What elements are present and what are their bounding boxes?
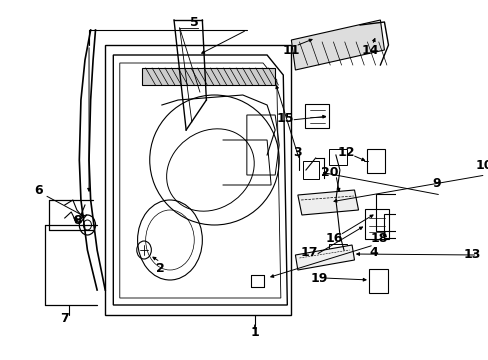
Text: 18: 18 bbox=[369, 231, 386, 244]
Text: 14: 14 bbox=[361, 44, 379, 57]
Text: 8: 8 bbox=[73, 213, 82, 226]
Polygon shape bbox=[142, 68, 275, 85]
Text: 15: 15 bbox=[276, 112, 294, 125]
Text: 20: 20 bbox=[321, 166, 338, 179]
Text: 19: 19 bbox=[310, 271, 328, 284]
Text: 5: 5 bbox=[189, 15, 198, 28]
Text: 11: 11 bbox=[282, 44, 300, 57]
Text: 7: 7 bbox=[60, 311, 69, 324]
Text: 13: 13 bbox=[462, 248, 480, 261]
Text: 3: 3 bbox=[293, 145, 302, 158]
Text: 1: 1 bbox=[250, 325, 259, 338]
Bar bbox=[105, 45, 291, 315]
Text: 10: 10 bbox=[474, 158, 488, 171]
Text: 2: 2 bbox=[156, 261, 164, 274]
Text: 16: 16 bbox=[325, 231, 342, 244]
Polygon shape bbox=[291, 20, 384, 70]
Polygon shape bbox=[295, 245, 354, 270]
Text: 17: 17 bbox=[300, 246, 317, 258]
Text: 12: 12 bbox=[337, 145, 354, 158]
Text: 9: 9 bbox=[432, 176, 441, 189]
Text: 6: 6 bbox=[35, 184, 43, 197]
Polygon shape bbox=[297, 190, 358, 215]
Text: 4: 4 bbox=[369, 246, 378, 258]
